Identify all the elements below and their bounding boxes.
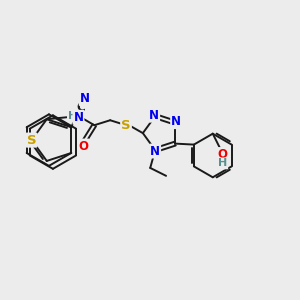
Text: N: N <box>80 92 90 105</box>
Text: C: C <box>76 101 85 114</box>
Text: S: S <box>121 119 131 132</box>
Text: N: N <box>149 109 159 122</box>
Text: N: N <box>171 115 181 128</box>
Text: S: S <box>27 134 36 147</box>
Text: H: H <box>218 158 227 168</box>
Text: H: H <box>68 111 77 121</box>
Text: O: O <box>218 148 228 161</box>
Text: O: O <box>78 140 88 152</box>
Text: N: N <box>74 111 83 124</box>
Text: N: N <box>150 145 160 158</box>
